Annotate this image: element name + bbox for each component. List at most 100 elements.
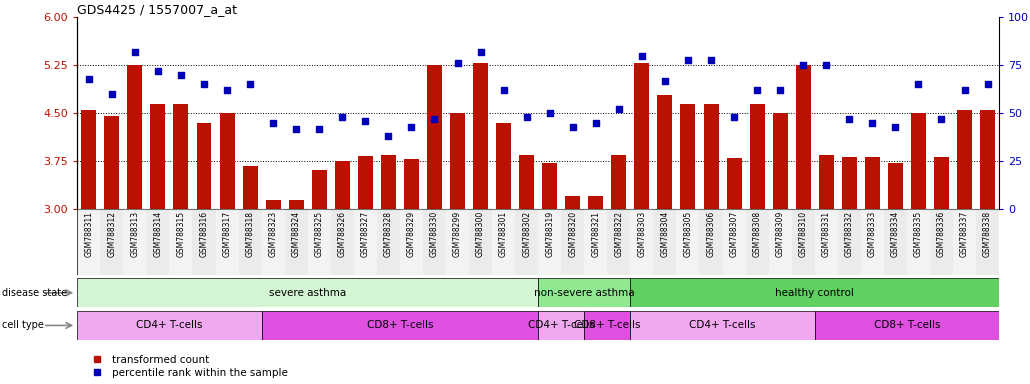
Text: GSM788303: GSM788303	[638, 210, 647, 257]
Point	[587, 120, 604, 126]
Bar	[427, 65, 442, 209]
Point	[426, 116, 443, 122]
Bar	[750, 104, 764, 209]
Bar	[930, 209, 953, 275]
Text: GSM788330: GSM788330	[430, 210, 439, 257]
Bar	[81, 110, 96, 209]
Bar	[837, 209, 861, 275]
Bar	[703, 104, 719, 209]
Text: GSM788334: GSM788334	[891, 210, 900, 257]
Text: CD8+ T-cells: CD8+ T-cells	[873, 320, 940, 331]
Bar	[815, 311, 999, 340]
Text: GDS4425 / 1557007_a_at: GDS4425 / 1557007_a_at	[77, 3, 237, 16]
Bar	[681, 104, 695, 209]
Text: disease state: disease state	[2, 288, 67, 298]
Point	[357, 118, 374, 124]
Bar	[612, 155, 626, 209]
Point	[933, 116, 950, 122]
Bar	[400, 209, 423, 275]
Bar	[538, 278, 630, 307]
Bar	[469, 209, 492, 275]
Text: GSM788316: GSM788316	[200, 210, 208, 257]
Point	[218, 87, 235, 93]
Point	[680, 56, 696, 63]
Bar	[934, 157, 949, 209]
Bar	[515, 209, 539, 275]
Bar	[634, 63, 649, 209]
Point	[518, 114, 535, 120]
Text: GSM788304: GSM788304	[660, 210, 670, 257]
Bar	[104, 116, 119, 209]
Text: GSM788326: GSM788326	[338, 210, 347, 257]
Point	[818, 62, 834, 68]
Text: GSM788336: GSM788336	[937, 210, 946, 257]
Text: GSM788324: GSM788324	[291, 210, 301, 257]
Point	[380, 133, 397, 139]
Bar	[354, 209, 377, 275]
Bar	[657, 95, 673, 209]
Bar	[100, 209, 124, 275]
Text: CD4+ T-cells: CD4+ T-cells	[528, 320, 594, 331]
Bar	[588, 197, 604, 209]
Bar	[772, 113, 788, 209]
Bar	[630, 209, 653, 275]
Bar	[819, 155, 833, 209]
Point	[173, 72, 190, 78]
Point	[633, 53, 650, 59]
Bar	[538, 209, 561, 275]
Point	[311, 126, 328, 132]
Point	[864, 120, 881, 126]
Bar	[957, 110, 972, 209]
Bar	[608, 209, 630, 275]
Bar	[906, 209, 930, 275]
Text: GSM788301: GSM788301	[500, 210, 508, 257]
Text: GSM788305: GSM788305	[684, 210, 692, 257]
Bar	[584, 311, 630, 340]
Point	[702, 56, 719, 63]
Bar	[538, 311, 584, 340]
Bar	[128, 65, 142, 209]
Bar	[335, 161, 350, 209]
Bar	[519, 155, 535, 209]
Text: severe asthma: severe asthma	[269, 288, 346, 298]
Point	[127, 49, 143, 55]
Bar	[446, 209, 469, 275]
Point	[334, 114, 350, 120]
Bar	[584, 209, 608, 275]
Bar	[219, 113, 235, 209]
Point	[911, 81, 927, 88]
Bar	[723, 209, 746, 275]
Point	[495, 87, 512, 93]
Bar	[423, 209, 446, 275]
Text: non-severe asthma: non-severe asthma	[534, 288, 634, 298]
Text: GSM788315: GSM788315	[176, 210, 185, 257]
Point	[196, 81, 212, 88]
Point	[657, 78, 674, 84]
Bar	[630, 311, 815, 340]
Point	[749, 87, 765, 93]
Bar	[976, 209, 999, 275]
Point	[149, 68, 166, 74]
Bar	[842, 157, 857, 209]
Bar	[215, 209, 239, 275]
Text: GSM788312: GSM788312	[107, 210, 116, 257]
Text: CD4+ T-cells: CD4+ T-cells	[689, 320, 756, 331]
Text: GSM788329: GSM788329	[407, 210, 416, 257]
Text: GSM788319: GSM788319	[545, 210, 554, 257]
Bar	[496, 123, 511, 209]
Bar	[77, 278, 538, 307]
Bar	[124, 209, 146, 275]
Bar	[243, 166, 258, 209]
Point	[795, 62, 812, 68]
Bar	[288, 200, 304, 209]
Text: GSM788322: GSM788322	[614, 210, 623, 257]
Text: GSM788306: GSM788306	[707, 210, 716, 257]
Text: GSM788300: GSM788300	[476, 210, 485, 257]
Bar	[861, 209, 884, 275]
Bar	[146, 209, 169, 275]
Point	[80, 76, 97, 82]
Bar	[953, 209, 976, 275]
Bar	[239, 209, 262, 275]
Point	[542, 110, 558, 116]
Bar	[726, 158, 742, 209]
